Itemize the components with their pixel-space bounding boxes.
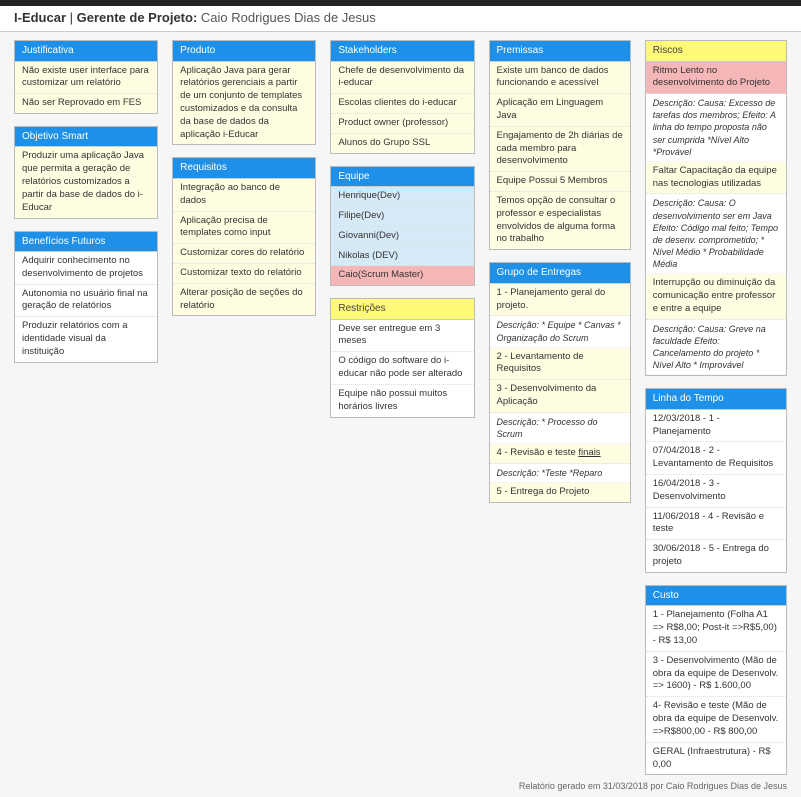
row: Escolas clientes do i-educar: [331, 94, 473, 114]
desc: Descrição: Causa: Excesso de tarefas dos…: [646, 94, 786, 162]
row: Não existe user interface para customiza…: [15, 62, 157, 95]
row: Faltar Capacitação da equipe nas tecnolo…: [646, 162, 786, 195]
card-header: Produto: [173, 41, 315, 62]
row: 07/04/2018 - 2 - Levantamento de Requisi…: [646, 442, 786, 475]
row: Aplicação Java para gerar relatórios ger…: [173, 62, 315, 145]
row: Caio(Scrum Master): [331, 266, 473, 285]
row: 4- Revisão e teste (Mão de obra da equip…: [646, 697, 786, 742]
brand: I-Educar: [14, 10, 66, 25]
col-3: Stakeholders Chefe de desenvolvimento da…: [330, 40, 474, 418]
row: Alunos do Grupo SSL: [331, 134, 473, 153]
row: Chefe de desenvolvimento da i-educar: [331, 62, 473, 95]
row: 2 - Levantamento de Requisitos: [490, 348, 630, 381]
col-2: Produto Aplicação Java para gerar relató…: [172, 40, 316, 316]
row: Temos opção de consultar o professor e e…: [490, 192, 630, 249]
separator: |: [70, 10, 77, 25]
row: 11/06/2018 - 4 - Revisão e teste: [646, 508, 786, 541]
card-header: Objetivo Smart: [15, 127, 157, 148]
row: Autonomia no usuário final na geração de…: [15, 285, 157, 318]
row: Produzir relatórios com a identidade vis…: [15, 317, 157, 361]
card-premissas: Premissas Existe um banco de dados funci…: [489, 40, 631, 250]
card-beneficios: Benefícios Futuros Adquirir conhecimento…: [14, 231, 158, 363]
desc: Descrição: * Equipe * Canvas * Organizaç…: [490, 316, 630, 347]
row: Filipe(Dev): [331, 207, 473, 227]
card-header: Custo: [646, 586, 786, 607]
row: Produzir uma aplicação Java que permita …: [15, 147, 157, 217]
card-stakeholders: Stakeholders Chefe de desenvolvimento da…: [330, 40, 474, 154]
card-header: Restrições: [331, 299, 473, 320]
card-requisitos: Requisitos Integração ao banco de dados …: [172, 157, 316, 316]
col-1: Justificativa Não existe user interface …: [14, 40, 158, 363]
row: Deve ser entregue em 3 meses: [331, 320, 473, 353]
row: Não ser Reprovado em FES: [15, 94, 157, 113]
row: Equipe Possui 5 Membros: [490, 172, 630, 192]
row: 3 - Desenvolvimento da Aplicação: [490, 380, 630, 413]
row: GERAL (Infraestrutura) - R$ 0,00: [646, 743, 786, 775]
col-5: Riscos Ritmo Lento no desenvolvimento do…: [645, 40, 787, 775]
card-custo: Custo 1 - Planejamento (Folha A1 => R$8,…: [645, 585, 787, 775]
row: Equipe não possui muitos horários livres: [331, 385, 473, 417]
desc: Descrição: Causa: Greve na faculdade Efe…: [646, 320, 786, 376]
card-header: Linha do Tempo: [646, 389, 786, 410]
col-4: Premissas Existe um banco de dados funci…: [489, 40, 631, 503]
card-header: Requisitos: [173, 158, 315, 179]
row: 3 - Desenvolvimento (Mão de obra da equi…: [646, 652, 786, 697]
row: Engajamento de 2h diárias de cada membro…: [490, 127, 630, 172]
desc: Descrição: * Processo do Scrum: [490, 413, 630, 444]
topbar: I-Educar | Gerente de Projeto: Caio Rodr…: [0, 0, 801, 32]
row: Customizar cores do relatório: [173, 244, 315, 264]
card-riscos: Riscos Ritmo Lento no desenvolvimento do…: [645, 40, 787, 376]
row: Product owner (professor): [331, 114, 473, 134]
row: Customizar texto do relatório: [173, 264, 315, 284]
card-header: Benefícios Futuros: [15, 232, 157, 253]
card-header: Stakeholders: [331, 41, 473, 62]
footer: Relatório gerado em 31/03/2018 por Caio …: [0, 777, 801, 797]
card-justificativa: Justificativa Não existe user interface …: [14, 40, 158, 114]
card-produto: Produto Aplicação Java para gerar relató…: [172, 40, 316, 145]
role-label: Gerente de Projeto:: [77, 10, 198, 25]
desc: Descrição: Causa: O desenvolvimento ser …: [646, 194, 786, 274]
card-grupo-entregas: Grupo de Entregas 1 - Planejamento geral…: [489, 262, 631, 503]
row: Ritmo Lento no desenvolvimento do Projet…: [646, 62, 786, 95]
canvas-grid: Justificativa Não existe user interface …: [0, 32, 801, 777]
card-header: Grupo de Entregas: [490, 263, 630, 284]
row: Aplicação precisa de templates como inpu…: [173, 212, 315, 245]
card-body: Não existe user interface para customiza…: [15, 62, 157, 113]
card-header: Equipe: [331, 167, 473, 188]
row: Integração ao banco de dados: [173, 179, 315, 212]
row: Interrupção ou diminuição da comunicação…: [646, 274, 786, 319]
card-header: Justificativa: [15, 41, 157, 62]
card-header: Premissas: [490, 41, 630, 62]
row: 12/03/2018 - 1 - Planejamento: [646, 410, 786, 443]
row: 16/04/2018 - 3 - Desenvolvimento: [646, 475, 786, 508]
card-linha-tempo: Linha do Tempo 12/03/2018 - 1 - Planejam…: [645, 388, 787, 573]
row: Giovanni(Dev): [331, 227, 473, 247]
row: O código do software do i-educar não pod…: [331, 352, 473, 385]
manager-name: Caio Rodrigues Dias de Jesus: [201, 10, 376, 25]
row: Adquirir conhecimento no desenvolvimento…: [15, 252, 157, 285]
card-equipe: Equipe Henrique(Dev) Filipe(Dev) Giovann…: [330, 166, 474, 287]
row: 4 - Revisão e teste finais: [490, 444, 630, 464]
row: Alterar posição de seções do relatório: [173, 284, 315, 316]
row: 1 - Planejamento geral do projeto.: [490, 284, 630, 317]
row: 1 - Planejamento (Folha A1 => R$8,00; Po…: [646, 606, 786, 651]
card-header: Riscos: [646, 41, 786, 62]
row: Existe um banco de dados funcionando e a…: [490, 62, 630, 95]
footer-text: Relatório gerado em 31/03/2018 por Caio …: [519, 781, 787, 791]
card-restricoes: Restrições Deve ser entregue em 3 meses …: [330, 298, 474, 417]
card-objetivo: Objetivo Smart Produzir uma aplicação Ja…: [14, 126, 158, 219]
row: Aplicação em Linguagem Java: [490, 94, 630, 127]
row: 5 - Entrega do Projeto: [490, 483, 630, 502]
row: 30/06/2018 - 5 - Entrega do projeto: [646, 540, 786, 572]
desc: Descrição: *Teste *Reparo: [490, 464, 630, 483]
row: Henrique(Dev): [331, 187, 473, 207]
row: Nikolas (DEV): [331, 247, 473, 267]
